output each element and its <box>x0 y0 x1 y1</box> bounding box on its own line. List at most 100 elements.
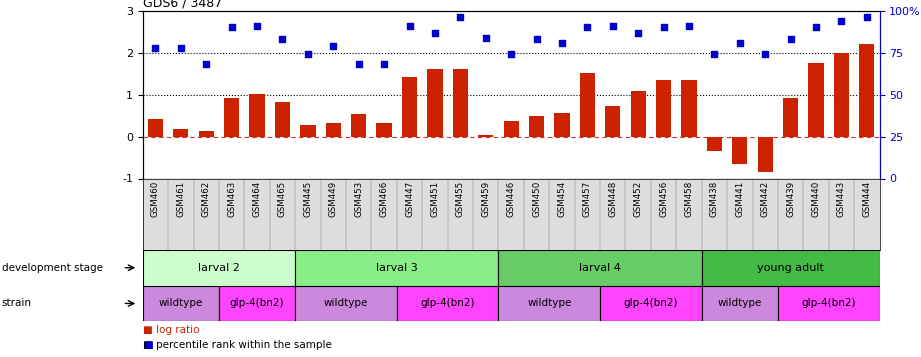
Point <box>859 15 874 20</box>
Bar <box>706 137 722 151</box>
Point <box>834 18 849 24</box>
Bar <box>529 116 544 137</box>
Bar <box>296 286 397 321</box>
Text: GSM450: GSM450 <box>532 181 541 217</box>
Bar <box>783 98 799 137</box>
Text: glp-4(bn2): glp-4(bn2) <box>230 298 285 308</box>
Text: ■: ■ <box>143 340 153 350</box>
Text: larval 3: larval 3 <box>376 263 418 273</box>
Bar <box>274 102 290 137</box>
Bar <box>300 125 316 137</box>
Bar <box>605 106 621 137</box>
Bar <box>600 286 702 321</box>
Text: larval 4: larval 4 <box>579 263 621 273</box>
Point <box>275 36 290 42</box>
Text: glp-4(bn2): glp-4(bn2) <box>624 298 678 308</box>
Bar <box>397 286 498 321</box>
Bar <box>504 121 519 137</box>
Bar <box>296 250 498 286</box>
Text: GSM455: GSM455 <box>456 181 465 217</box>
Text: GDS6 / 3487: GDS6 / 3487 <box>143 0 222 10</box>
Bar <box>250 94 264 137</box>
Bar <box>173 129 189 137</box>
Text: wildtype: wildtype <box>527 298 571 308</box>
Text: GSM442: GSM442 <box>761 181 770 217</box>
Bar <box>143 250 296 286</box>
Point <box>707 51 722 57</box>
Bar <box>834 53 849 137</box>
Bar <box>351 114 367 137</box>
Bar <box>631 91 646 137</box>
Bar <box>702 286 778 321</box>
Text: GSM463: GSM463 <box>227 181 236 217</box>
Point <box>225 25 239 30</box>
Bar <box>143 286 219 321</box>
Bar <box>427 69 443 137</box>
Text: glp-4(bn2): glp-4(bn2) <box>420 298 475 308</box>
Bar <box>809 63 823 137</box>
Text: GSM440: GSM440 <box>811 181 821 217</box>
Text: ■ percentile rank within the sample: ■ percentile rank within the sample <box>143 340 332 350</box>
Text: GSM446: GSM446 <box>507 181 516 217</box>
Bar <box>478 135 494 137</box>
Point <box>453 15 468 20</box>
Text: glp-4(bn2): glp-4(bn2) <box>801 298 856 308</box>
Point <box>605 23 620 29</box>
Text: GSM454: GSM454 <box>557 181 566 217</box>
Bar <box>859 44 874 137</box>
Bar <box>453 69 468 137</box>
Point <box>300 51 315 57</box>
Text: GSM461: GSM461 <box>176 181 185 217</box>
Bar <box>498 250 702 286</box>
Point <box>250 23 264 29</box>
Text: GSM456: GSM456 <box>659 181 668 217</box>
Point <box>199 61 214 67</box>
Bar <box>219 286 296 321</box>
Bar <box>758 137 773 172</box>
Point <box>783 36 798 42</box>
Point <box>657 25 671 30</box>
Point <box>530 36 544 42</box>
Point <box>173 45 188 50</box>
Point <box>326 43 341 49</box>
Text: wildtype: wildtype <box>717 298 762 308</box>
Bar <box>498 286 600 321</box>
Text: larval 2: larval 2 <box>198 263 239 273</box>
Text: GSM452: GSM452 <box>634 181 643 217</box>
Bar <box>554 114 569 137</box>
Text: GSM441: GSM441 <box>735 181 744 217</box>
Text: wildtype: wildtype <box>324 298 368 308</box>
Text: GSM438: GSM438 <box>710 181 719 217</box>
Text: GSM466: GSM466 <box>379 181 389 217</box>
Text: GSM462: GSM462 <box>202 181 211 217</box>
Point <box>554 40 569 45</box>
Text: GSM458: GSM458 <box>684 181 694 217</box>
Point <box>732 40 747 45</box>
Bar <box>579 73 595 137</box>
Text: GSM459: GSM459 <box>482 181 490 217</box>
Text: GSM453: GSM453 <box>355 181 363 217</box>
Text: GSM439: GSM439 <box>787 181 795 217</box>
Bar <box>326 123 341 137</box>
Bar <box>656 80 671 137</box>
Point <box>148 45 163 50</box>
Text: GSM444: GSM444 <box>862 181 871 217</box>
Point <box>504 51 519 57</box>
Text: GSM448: GSM448 <box>608 181 617 217</box>
Point <box>682 23 696 29</box>
Bar <box>682 80 696 137</box>
Text: young adult: young adult <box>757 263 824 273</box>
Text: development stage: development stage <box>2 263 103 273</box>
Point <box>478 35 493 40</box>
Text: GSM447: GSM447 <box>405 181 414 217</box>
Point <box>402 23 417 29</box>
Text: GSM449: GSM449 <box>329 181 338 217</box>
Bar <box>778 286 880 321</box>
Text: GSM457: GSM457 <box>583 181 592 217</box>
Bar <box>402 77 417 137</box>
Point <box>427 30 442 35</box>
Text: GSM460: GSM460 <box>151 181 160 217</box>
Bar <box>732 137 748 164</box>
Text: wildtype: wildtype <box>158 298 203 308</box>
Text: GSM465: GSM465 <box>278 181 287 217</box>
